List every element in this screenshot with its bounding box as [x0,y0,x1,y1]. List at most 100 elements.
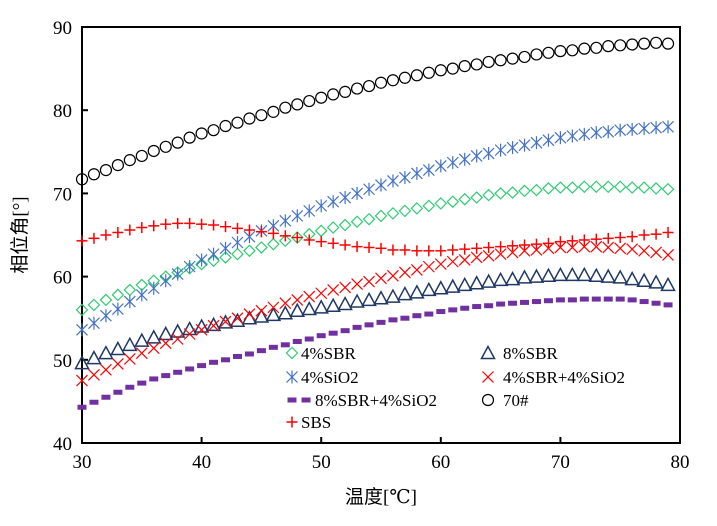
data-point [482,146,495,160]
data-point [373,290,389,305]
data-point [661,182,675,196]
data-point [494,54,507,67]
data-point [231,116,244,129]
legend-label: 8%SBR+4%SiO2 [315,391,437,410]
data-point [506,52,519,65]
data-point [123,154,136,167]
data-point [506,141,519,155]
legend-marker [286,416,298,428]
data-point [424,311,434,317]
data-point [195,127,208,140]
data-point [374,209,388,223]
legend-label: 4%SBR [301,344,356,363]
data-point [412,313,422,319]
x-tick-label: 50 [312,452,331,473]
data-point [111,159,124,172]
series-8%SBR+4%SiO2 [77,296,673,410]
data-point [135,149,148,163]
data-point [516,269,533,284]
data-point [363,182,375,196]
data-point [504,271,521,286]
data-point [602,232,614,244]
data-point [208,219,220,231]
data-point [349,293,365,308]
data-point [351,278,364,291]
data-point [578,127,591,141]
data-point [99,309,112,323]
data-point [327,283,340,296]
x-tick-label: 80 [671,452,690,473]
legend-label: 70# [503,391,529,410]
data-point [614,123,627,137]
data-point [588,267,605,283]
data-point [209,359,219,365]
data-point [149,376,159,382]
legend-marker [285,346,299,360]
data-point [75,173,89,186]
data-point [423,245,435,257]
data-point [566,235,578,247]
data-point [566,241,579,254]
data-point [456,276,473,292]
x-tick-label: 30 [73,452,92,473]
data-point [291,209,304,223]
data-point [304,336,314,342]
data-point [482,55,495,69]
data-point [508,300,518,306]
data-point [614,39,627,52]
data-point [268,344,278,350]
legend-marker [480,344,496,360]
data-point [482,249,495,262]
data-point [289,302,306,317]
data-point [661,37,675,50]
legend-item: SBS [286,413,331,432]
data-point [650,246,663,259]
data-point [197,363,207,369]
data-point [480,273,497,288]
data-point [446,156,459,170]
data-point [99,164,113,177]
data-point [458,60,471,73]
data-point [134,332,150,347]
data-point [135,288,148,302]
data-point [409,284,425,299]
data-point [111,302,124,316]
data-point [434,64,447,77]
data-point [316,333,326,339]
data-point [231,235,244,249]
data-point [530,48,543,61]
data-point [602,40,615,53]
data-point [398,71,412,84]
data-point [576,266,593,282]
data-point [110,340,126,356]
data-point [601,180,615,194]
data-point [458,192,472,206]
data-point [339,191,352,205]
data-point [207,254,220,268]
data-point [159,140,172,153]
data-point [195,257,208,271]
data-point [76,323,88,337]
data-point [555,297,565,303]
data-point [279,101,292,114]
data-point [256,348,266,354]
data-point [231,222,243,234]
data-point [362,79,376,93]
data-point [280,342,290,348]
data-point [363,241,375,253]
data-point [303,234,315,246]
data-point [219,251,232,264]
data-point [434,159,447,173]
data-point [325,297,341,312]
data-point [590,233,602,245]
data-point [362,212,376,226]
data-point [578,234,590,246]
data-point [520,299,530,305]
data-point [388,317,398,323]
data-point [458,152,471,166]
data-point [518,184,531,198]
data-point [171,136,184,149]
data-point [160,218,172,230]
data-point [123,353,136,365]
data-point [328,330,338,336]
